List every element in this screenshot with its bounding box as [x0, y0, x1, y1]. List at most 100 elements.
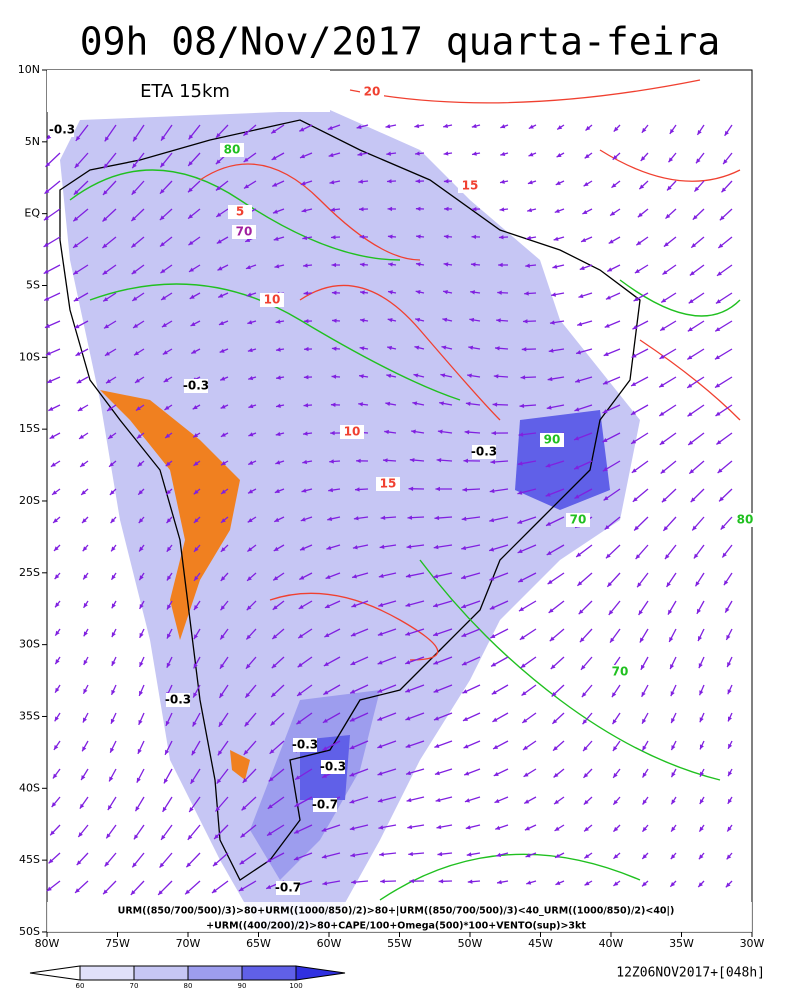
wind-arrow-head: [191, 349, 197, 354]
wind-arrow-head: [349, 745, 355, 750]
wind-arrow-head: [53, 546, 59, 551]
wind-arrow-head: [496, 852, 502, 858]
wind-arrow-head: [79, 803, 85, 809]
wind-arrow-head: [188, 187, 193, 193]
wind-arrow-head: [716, 440, 722, 445]
wind-arrow-head: [106, 833, 111, 839]
wind-arrow-head: [188, 214, 193, 219]
wind-arrow-head: [322, 746, 328, 751]
lon-label: 35W: [669, 937, 694, 950]
wind-arrow-head: [469, 317, 475, 323]
wind-arrow-head: [584, 153, 590, 159]
wind-arrow-head: [359, 234, 365, 240]
wind-arrow-head: [409, 878, 414, 884]
wind-arrow-head: [612, 746, 618, 752]
wind-arrow-head: [380, 515, 386, 520]
wind-arrow-head: [273, 546, 279, 551]
wind-arrow-head: [165, 720, 170, 726]
wind-arrow-head: [433, 603, 439, 608]
wind-arrow-head: [461, 661, 467, 666]
wind-arrow-head: [53, 518, 58, 523]
wind-arrow-head: [53, 744, 59, 750]
wind-arrow-head: [137, 748, 142, 754]
wind-arrow-head: [581, 237, 587, 242]
wind-arrow-head: [331, 290, 337, 296]
wind-arrow-head: [405, 573, 411, 578]
wind-arrow-head: [723, 159, 728, 165]
wind-arrow-head: [493, 771, 499, 776]
wind-arrow-head: [328, 487, 334, 493]
wind-arrow-head: [642, 718, 647, 724]
wind-arrow-head: [639, 637, 645, 643]
wind-arrow-head: [699, 690, 704, 696]
wind-arrow-head: [439, 401, 444, 406]
contour-label-bg: [50, 123, 74, 137]
wind-arrow-head: [518, 578, 524, 583]
wind-arrow-head: [555, 180, 561, 185]
wind-arrow-head: [642, 826, 648, 832]
lat-label: EQ: [24, 207, 40, 220]
wind-arrow-head: [349, 826, 355, 831]
wind-arrow-head: [79, 434, 84, 439]
contour-label: 10: [264, 293, 281, 307]
wind-arrow-head: [612, 719, 617, 725]
wind-arrow-head: [697, 129, 702, 135]
wind-arrow-head: [723, 580, 729, 586]
wind-arrow-head: [695, 581, 700, 587]
colorbar-cell: [295, 965, 346, 981]
wind-arrow-head: [581, 692, 587, 698]
wind-arrow-head: [552, 264, 558, 269]
wind-arrow-head: [104, 861, 110, 867]
contour-label: 15: [380, 477, 397, 491]
wind-arrow-head: [161, 135, 166, 141]
wind-arrow-head: [139, 690, 144, 696]
wind-arrow-head: [139, 603, 144, 609]
wind-arrow-head: [406, 544, 412, 549]
wind-arrow-head: [166, 518, 172, 524]
wind-arrow-head: [409, 457, 415, 463]
wind-arrow-head: [692, 525, 697, 531]
wind-arrow-head: [161, 834, 166, 840]
humidity-contour: [69, 169, 741, 901]
wind-arrow-head: [240, 833, 246, 838]
wind-arrow-head: [243, 749, 249, 755]
wind-arrow-head: [139, 575, 144, 581]
wind-arrow-head: [461, 632, 467, 637]
wind-arrow-head: [727, 662, 732, 668]
wind-arrow-head: [102, 270, 108, 275]
wind-arrow-head: [699, 826, 704, 832]
wind-arrow-head: [461, 545, 467, 551]
wind-arrow-head: [73, 216, 79, 222]
wind-arrow-head: [583, 773, 589, 778]
wind-arrow-head: [553, 772, 559, 778]
wind-arrow-head: [388, 290, 393, 295]
wind-arrow-head: [349, 799, 355, 804]
wind-arrow-head: [102, 190, 108, 195]
colorbar-cell: [29, 965, 81, 981]
contour-labels: -0.3807010-0.310-0.3907015-0.3-0.3-0.3-0…: [49, 85, 757, 895]
wind-arrow-head: [131, 216, 137, 222]
wind-arrow-head: [212, 861, 218, 867]
wind-arrow-head: [578, 609, 584, 615]
wind-arrow-head: [330, 430, 335, 436]
wind-arrow-head: [660, 468, 666, 474]
wind-arrow-head: [472, 151, 477, 156]
wind-arrow-head: [631, 353, 637, 358]
wind-arrow-head: [462, 689, 468, 694]
wind-arrow-head: [666, 582, 671, 588]
wind-arrow-head: [75, 135, 81, 141]
contour-label-bg: [340, 425, 364, 439]
wind-arrow-head: [221, 460, 226, 466]
wind-arrow-head: [357, 152, 363, 157]
wind-arrow-head: [158, 890, 163, 895]
wind-arrow-head: [385, 124, 391, 129]
wind-arrow-head: [131, 242, 137, 248]
wind-arrow-head: [721, 187, 727, 193]
wind-arrow-head: [111, 546, 116, 552]
wind-arrow-head: [636, 240, 642, 246]
wind-arrow-head: [659, 411, 665, 416]
wind-arrow-head: [728, 743, 733, 749]
wind-arrow-head: [193, 461, 199, 466]
lon-label: 40W: [599, 937, 624, 950]
wind-arrow-head: [687, 411, 693, 417]
